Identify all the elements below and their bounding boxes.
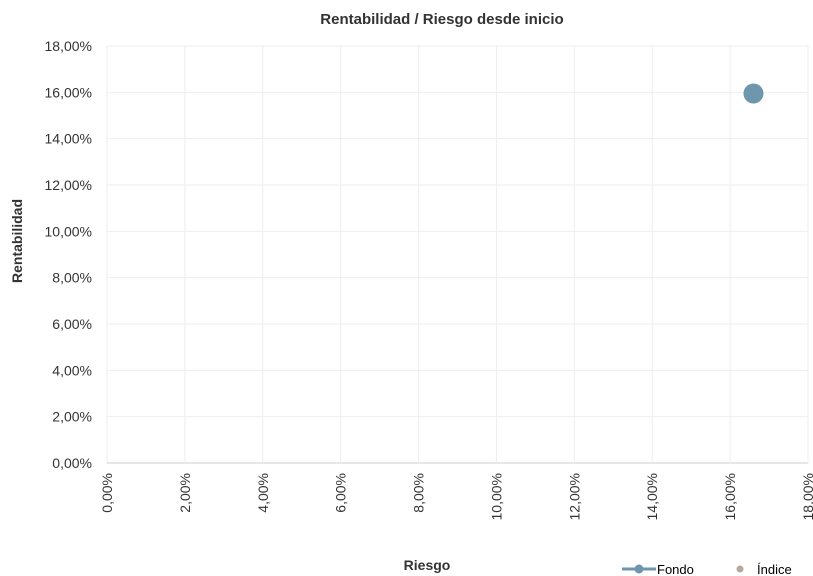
legend-label-indice[interactable]: Índice	[757, 562, 792, 576]
x-tick-label: 18,00%	[800, 473, 813, 520]
legend-marker-indice	[736, 565, 744, 573]
legend: Fondo Índice	[622, 562, 792, 576]
x-axis-title: Riesgo	[404, 557, 451, 573]
y-tick-label: 6,00%	[52, 316, 92, 332]
x-tick-label: 10,00%	[488, 473, 504, 520]
y-tick-label: 2,00%	[52, 409, 92, 425]
y-tick-label: 18,00%	[45, 38, 92, 54]
legend-marker-fondo	[634, 564, 644, 574]
x-tick-label: 8,00%	[411, 473, 427, 513]
y-tick-label: 14,00%	[45, 131, 92, 147]
y-tick-label: 8,00%	[52, 270, 92, 286]
x-tick-label: 4,00%	[255, 473, 271, 513]
y-tick-label: 4,00%	[52, 362, 92, 378]
legend-label-fondo[interactable]: Fondo	[657, 562, 694, 576]
chart-title: Rentabilidad / Riesgo desde inicio	[320, 11, 563, 28]
x-tick-label: 0,00%	[99, 473, 115, 513]
x-tick-label: 6,00%	[333, 473, 349, 513]
y-tick-label: 12,00%	[45, 177, 92, 193]
x-axis-ticks: 0,00% 2,00% 4,00% 6,00% 8,00% 10,00% 12,00% 14,…	[99, 473, 813, 520]
x-tick-label: 16,00%	[722, 473, 738, 520]
grid	[106, 45, 809, 464]
data-points	[743, 83, 764, 104]
x-tick-label: 12,00%	[566, 473, 582, 520]
y-axis-title: Rentabilidad	[9, 199, 25, 283]
y-tick-label: 0,00%	[52, 455, 92, 471]
x-tick-label: 2,00%	[177, 473, 193, 513]
x-tick-label: 14,00%	[644, 473, 660, 520]
y-axis-ticks: 0,00% 2,00% 4,00% 6,00% 8,00% 10,00% 12,00% 14,…	[45, 38, 92, 471]
y-tick-label: 10,00%	[45, 223, 92, 239]
y-tick-label: 16,00%	[45, 84, 92, 100]
data-point[interactable]	[743, 83, 764, 104]
